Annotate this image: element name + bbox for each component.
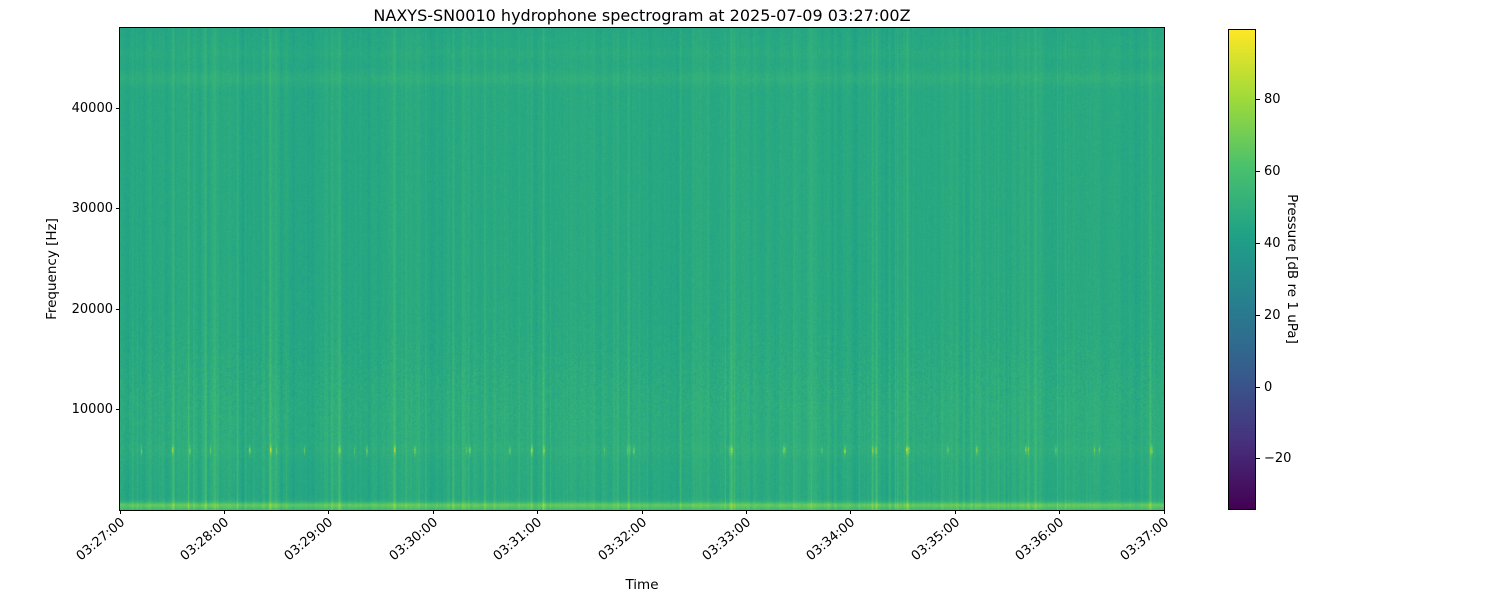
x-tick-label: 03:36:00 [1012, 515, 1068, 565]
x-tick-mark [954, 510, 956, 514]
x-axis-label: Time [625, 577, 659, 593]
colorbar-tick-label: 0 [1264, 379, 1273, 395]
colorbar [1228, 29, 1256, 510]
x-tick-mark [432, 510, 434, 514]
colorbar-gradient [1229, 30, 1255, 509]
x-tick-label: 03:31:00 [490, 515, 546, 565]
chart-title: NAXYS-SN0010 hydrophone spectrogram at 2… [373, 6, 911, 25]
x-tick-mark [1163, 510, 1165, 514]
x-tick-label: 03:37:00 [1117, 515, 1172, 565]
x-tick-label: 03:33:00 [699, 515, 755, 565]
x-tick-label: 03:35:00 [908, 515, 963, 565]
x-tick-mark [745, 510, 747, 514]
plot-area [119, 27, 1165, 511]
colorbar-tick-mark [1256, 386, 1260, 388]
colorbar-tick-label: 80 [1264, 92, 1281, 108]
colorbar-label: Pressure [dB re 1 uPa] [1284, 194, 1300, 344]
y-tick-mark [116, 208, 120, 210]
x-tick-mark [850, 510, 852, 514]
x-tick-mark [119, 510, 121, 514]
colorbar-tick-label: 40 [1264, 235, 1281, 251]
x-tick-label: 03:34:00 [804, 515, 859, 565]
x-tick-mark [223, 510, 225, 514]
colorbar-tick-label: 60 [1264, 164, 1281, 180]
x-tick-label: 03:27:00 [73, 515, 128, 565]
y-tick-label: 20000 [71, 301, 113, 317]
y-tick-mark [116, 107, 120, 109]
x-tick-label: 03:28:00 [177, 515, 233, 565]
x-tick-label: 03:32:00 [595, 515, 650, 565]
x-tick-label: 03:30:00 [386, 515, 441, 565]
x-tick-mark [328, 510, 330, 514]
y-tick-label: 30000 [71, 201, 113, 217]
colorbar-tick-label: 20 [1264, 307, 1281, 323]
spectrogram-image [120, 28, 1164, 510]
y-tick-label: 10000 [71, 402, 113, 418]
colorbar-tick-mark [1256, 458, 1260, 460]
x-tick-mark [537, 510, 539, 514]
y-tick-mark [116, 409, 120, 411]
colorbar-tick-mark [1256, 99, 1260, 101]
x-tick-mark [1059, 510, 1061, 514]
x-tick-mark [641, 510, 643, 514]
colorbar-tick-label: −20 [1264, 451, 1292, 467]
y-tick-label: 40000 [71, 100, 113, 116]
colorbar-tick-mark [1256, 171, 1260, 173]
y-tick-mark [116, 308, 120, 310]
colorbar-tick-mark [1256, 314, 1260, 316]
x-tick-label: 03:29:00 [282, 515, 337, 565]
colorbar-tick-mark [1256, 242, 1260, 244]
